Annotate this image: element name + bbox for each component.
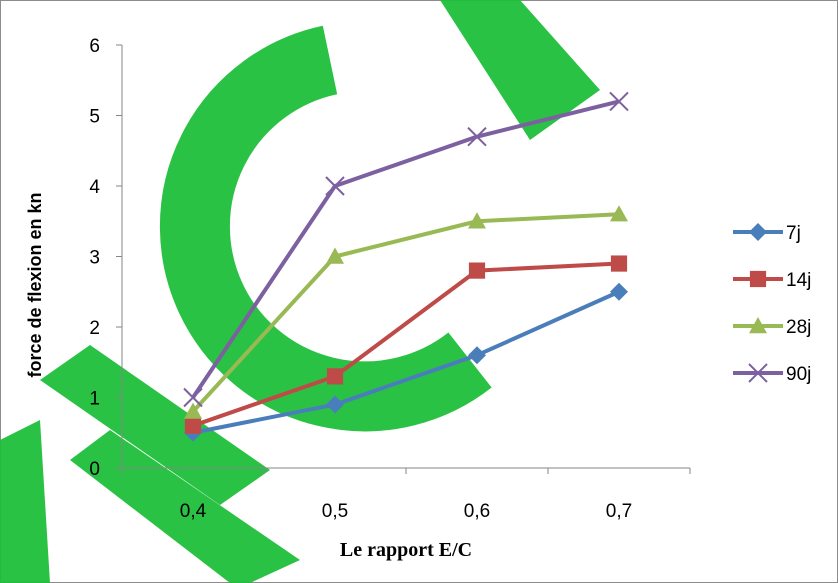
x-tick-label: 0,7 [606,501,632,522]
series-line [191,99,620,399]
x-tick-label: 0,4 [180,501,207,522]
data-point-diamond [468,346,486,365]
data-point-triangle [184,402,202,419]
watermark-corner [0,420,50,583]
data-point-cross [609,91,629,112]
y-tick-label: 3 [89,248,100,269]
data-point-square [184,417,202,434]
data-point-diamond [610,282,628,301]
data-point-triangle [610,205,628,222]
y-tick-label: 4 [89,177,100,198]
legend-label: 90j [786,364,811,385]
series-28j [184,205,628,419]
data-point-diamond [749,223,767,241]
legend-item: 28j [733,317,811,338]
y-tick-label: 6 [89,36,100,57]
y-tick-label: 5 [89,107,100,128]
watermark-slash [440,0,600,140]
series-layer [183,91,629,442]
series-line [191,212,620,413]
legend-item: 90j [733,363,811,385]
legend-item: 14j [733,270,811,291]
series-14j [184,255,628,434]
data-point-triangle [468,212,486,229]
data-point-square [610,255,628,272]
watermark-bar [40,345,270,505]
watermark [0,0,600,583]
legend-label: 7j [786,223,801,244]
watermark-arc [159,25,492,432]
y-axis-title: force de flexion en kn [25,192,45,377]
axes: 0 1 2 3 4 5 6 0,4 0,5 0,6 0,7 [89,36,691,522]
series-line [192,289,620,435]
data-point-diamond [326,395,344,414]
y-tick-label: 1 [89,389,100,410]
data-point-square [326,368,344,385]
data-point-cross [467,126,487,147]
x-tick-label: 0,5 [322,501,348,522]
legend: 7j 14j 28j 90j [733,223,811,385]
legend-label: 28j [786,317,811,338]
data-point-triangle [749,317,767,334]
series-90j [183,91,629,408]
data-point-cross [183,387,203,408]
x-axis-title: Le rapport E/C [340,539,472,561]
data-point-square [468,262,486,279]
legend-label: 14j [786,270,811,291]
data-point-cross [325,176,345,196]
legend-item: 7j [733,223,801,244]
y-tick-label: 2 [89,318,100,339]
x-tick-label: 0,6 [464,501,490,522]
data-point-triangle [326,247,344,264]
y-tick-label: 0 [89,459,100,480]
series-line [192,261,620,428]
data-point-square [749,270,767,288]
data-point-cross [748,363,768,383]
